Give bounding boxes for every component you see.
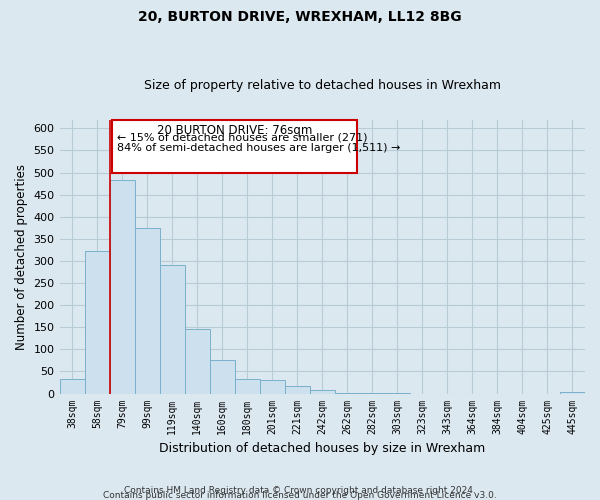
Bar [110, 180, 134, 394]
Bar [209, 360, 235, 394]
Bar [59, 380, 85, 394]
Bar [160, 266, 185, 394]
Bar [310, 390, 335, 394]
Text: Contains HM Land Registry data © Crown copyright and database right 2024.: Contains HM Land Registry data © Crown c… [124, 486, 476, 495]
Bar [335, 392, 360, 394]
Text: ← 15% of detached houses are smaller (271): ← 15% of detached houses are smaller (27… [117, 133, 368, 143]
FancyBboxPatch shape [112, 120, 358, 172]
Bar [185, 330, 209, 394]
X-axis label: Distribution of detached houses by size in Wrexham: Distribution of detached houses by size … [159, 442, 485, 455]
Bar [134, 228, 160, 394]
Bar [85, 252, 110, 394]
Bar [235, 380, 260, 394]
Y-axis label: Number of detached properties: Number of detached properties [15, 164, 28, 350]
Text: 84% of semi-detached houses are larger (1,511) →: 84% of semi-detached houses are larger (… [117, 144, 400, 154]
Text: 20 BURTON DRIVE: 76sqm: 20 BURTON DRIVE: 76sqm [157, 124, 313, 137]
Title: Size of property relative to detached houses in Wrexham: Size of property relative to detached ho… [144, 79, 501, 92]
Text: 20, BURTON DRIVE, WREXHAM, LL12 8BG: 20, BURTON DRIVE, WREXHAM, LL12 8BG [138, 10, 462, 24]
Bar [260, 380, 285, 394]
Bar [285, 386, 310, 394]
Bar [560, 392, 585, 394]
Text: Contains public sector information licensed under the Open Government Licence v3: Contains public sector information licen… [103, 491, 497, 500]
